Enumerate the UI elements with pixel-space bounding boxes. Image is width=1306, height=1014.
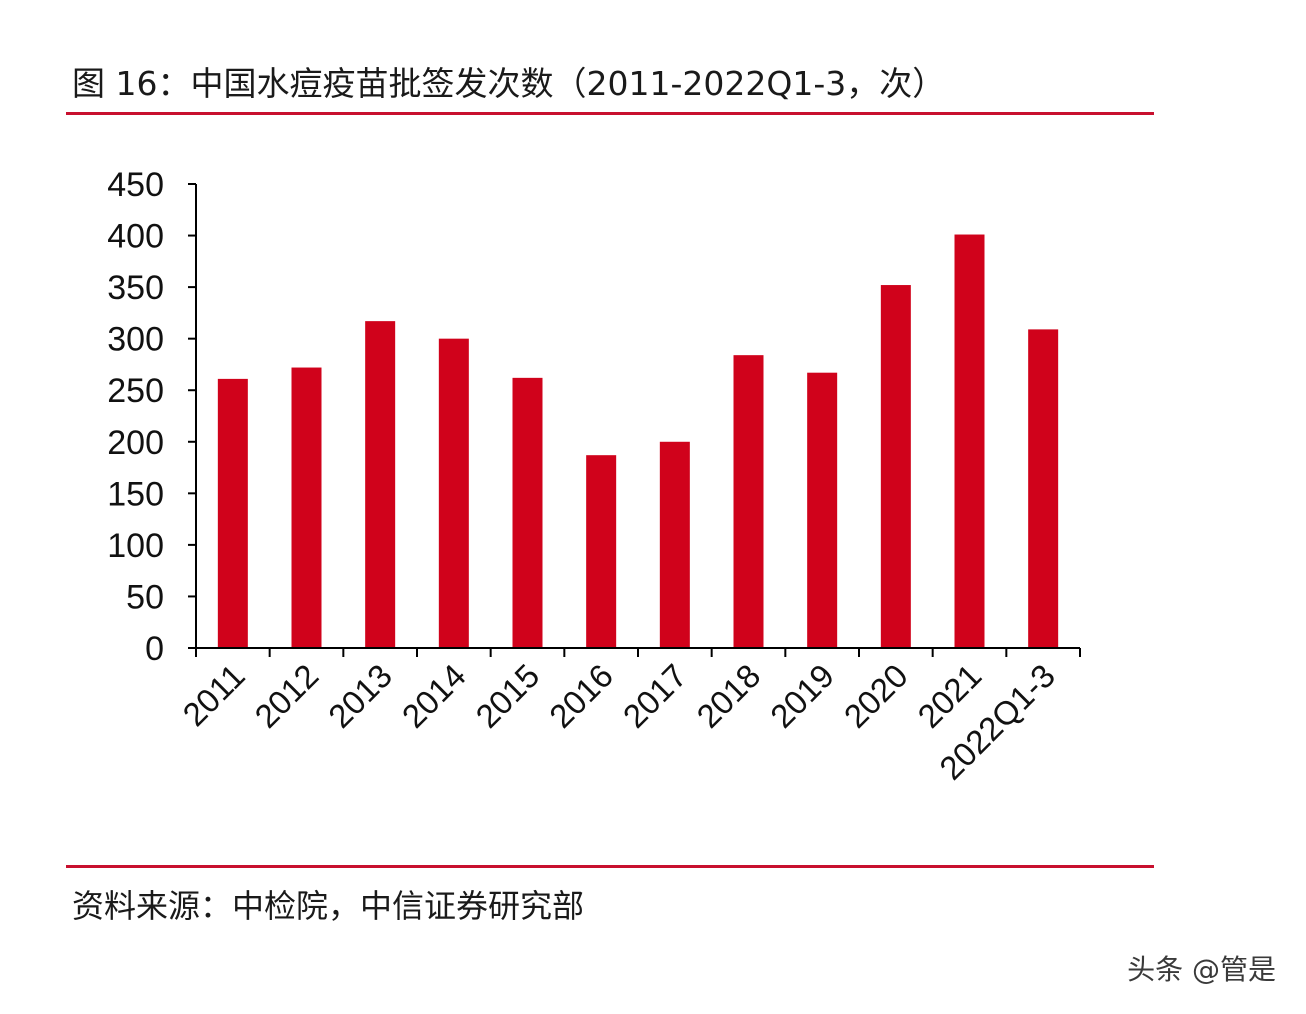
y-tick-label: 200 xyxy=(107,424,164,462)
y-tick-label: 150 xyxy=(107,475,164,513)
bar-2013 xyxy=(365,321,396,648)
y-tick-label: 450 xyxy=(107,166,164,204)
y-axis: 0 50 100 150 200 250 300 350 400 450 xyxy=(107,166,197,668)
x-tick-label: 2020 xyxy=(837,657,915,735)
x-tick-label: 2014 xyxy=(395,657,473,735)
bar-2015 xyxy=(512,377,543,648)
y-tick-label: 350 xyxy=(107,269,164,307)
title-divider xyxy=(66,112,1154,115)
x-tick-label: 2019 xyxy=(763,657,841,735)
x-tick-label: 2013 xyxy=(321,657,399,735)
y-tick-label: 250 xyxy=(107,372,164,410)
chart-title: 图 16：中国水痘疫苗批签发次数（2011-2022Q1-3，次） xyxy=(72,64,946,103)
y-tick-label: 50 xyxy=(126,578,164,616)
bar-2011 xyxy=(217,378,248,648)
x-tick-label: 2018 xyxy=(689,657,767,735)
x-tick-label: 2016 xyxy=(542,657,620,735)
x-tick-label: 2012 xyxy=(247,657,325,735)
bar-2020 xyxy=(880,285,911,648)
bar-2012 xyxy=(291,367,322,648)
x-tick-label: 2011 xyxy=(175,657,251,733)
y-tick-label: 0 xyxy=(145,630,164,668)
bar-2022Q1-3 xyxy=(1028,329,1059,648)
y-tick-label: 100 xyxy=(107,527,164,565)
y-tick-label: 400 xyxy=(107,218,164,256)
source-divider xyxy=(66,865,1154,868)
y-tick-label: 300 xyxy=(107,321,164,359)
source-note: 资料来源：中检院，中信证券研究部 xyxy=(72,887,585,925)
bar-2021 xyxy=(954,234,985,648)
x-tick-label: 2017 xyxy=(616,657,694,735)
x-tick-label: 2015 xyxy=(468,657,546,735)
bar-2017 xyxy=(659,441,690,648)
x-axis: 2011201220132014201520162017201820192020… xyxy=(175,647,1081,787)
bar-2014 xyxy=(438,338,469,648)
bar-2016 xyxy=(586,455,617,648)
bar-2018 xyxy=(733,355,764,648)
bar-2019 xyxy=(807,372,838,648)
bars xyxy=(217,234,1059,648)
watermark: 头条 @管是 xyxy=(1127,953,1276,986)
